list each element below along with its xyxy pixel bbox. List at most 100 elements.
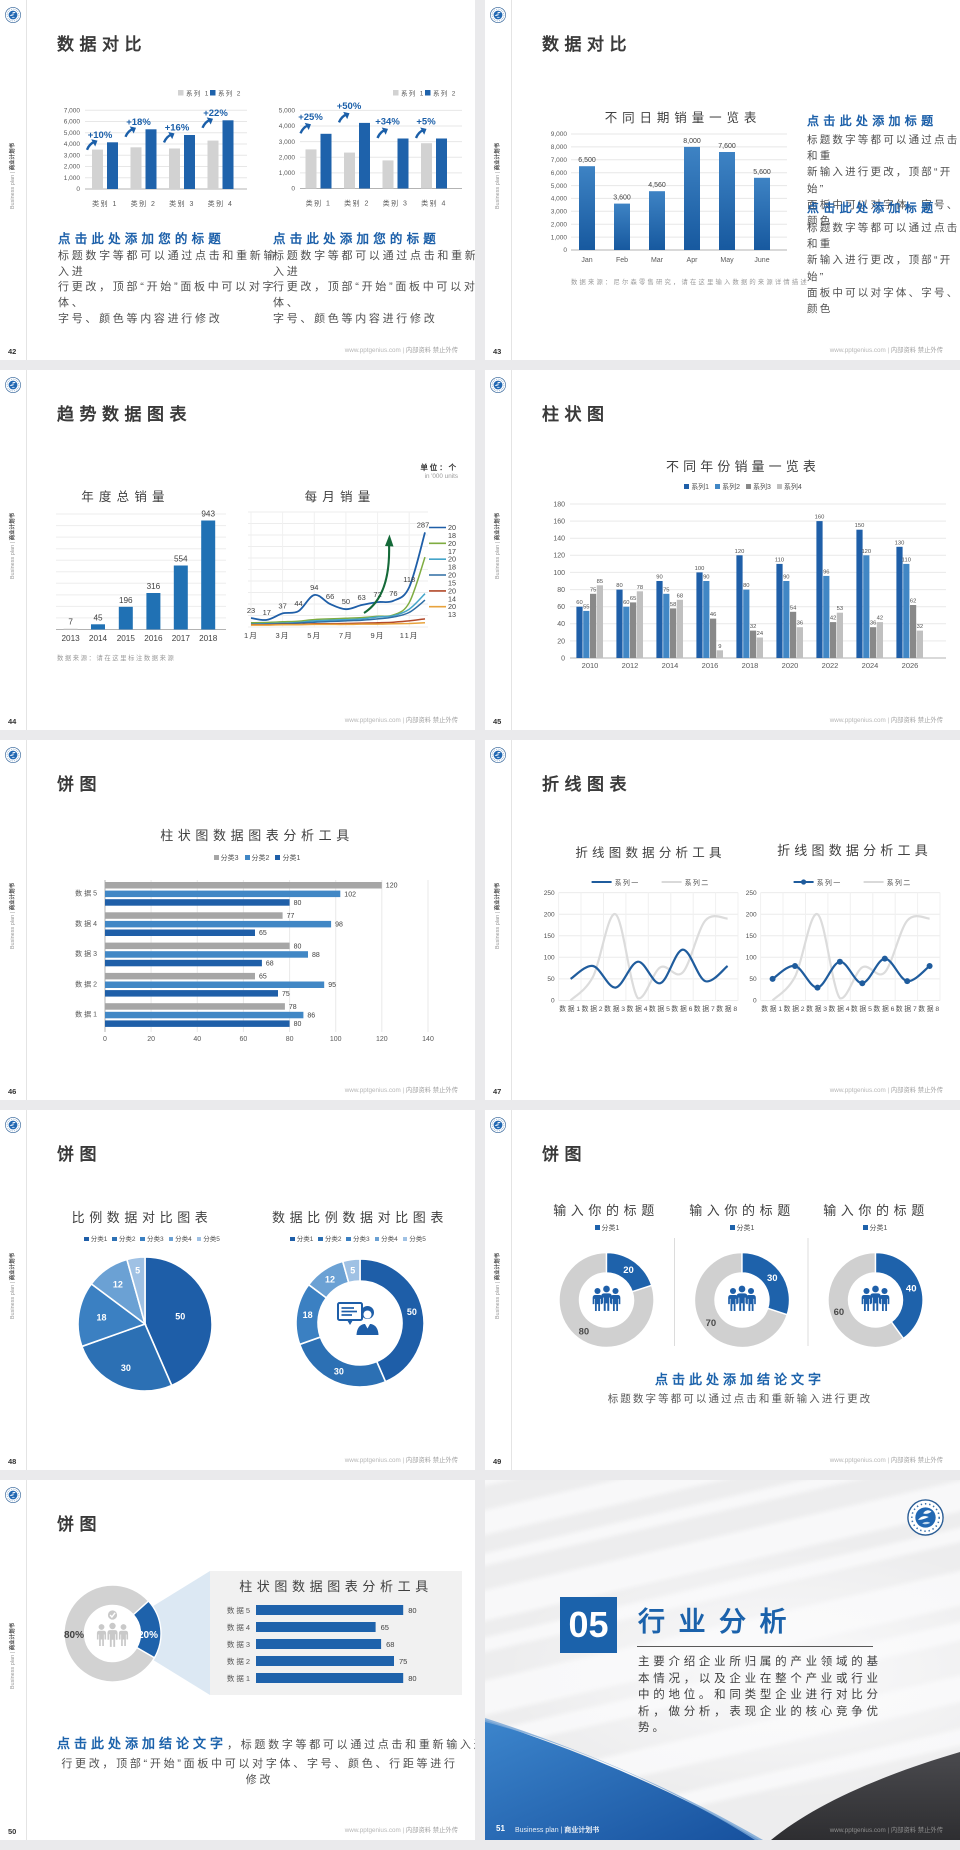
svg-text:40: 40 bbox=[193, 1036, 201, 1043]
svg-text:60: 60 bbox=[834, 1307, 845, 1318]
svg-text:数据5: 数据5 bbox=[227, 1605, 252, 1615]
svg-text:2014: 2014 bbox=[89, 634, 108, 643]
svg-text:200: 200 bbox=[746, 911, 757, 918]
svg-text:3,000: 3,000 bbox=[64, 152, 81, 159]
svg-text:110: 110 bbox=[775, 557, 784, 563]
svg-text:80: 80 bbox=[294, 900, 302, 907]
svg-text:65: 65 bbox=[381, 1623, 389, 1632]
svg-text:30: 30 bbox=[334, 1367, 344, 1377]
svg-text:72: 72 bbox=[373, 590, 381, 599]
svg-text:100: 100 bbox=[553, 570, 565, 577]
svg-text:80: 80 bbox=[294, 943, 302, 950]
svg-text:77: 77 bbox=[287, 913, 295, 920]
svg-text:3月: 3月 bbox=[276, 631, 290, 640]
svg-text:类别 4: 类别 4 bbox=[421, 199, 447, 208]
svg-text:30: 30 bbox=[121, 1363, 131, 1373]
svg-text:2015: 2015 bbox=[117, 634, 136, 643]
svg-text:数据8: 数据8 bbox=[918, 1004, 941, 1013]
svg-text:2018: 2018 bbox=[199, 634, 218, 643]
svg-text:数据1: 数据1 bbox=[227, 1673, 252, 1683]
svg-text:120: 120 bbox=[861, 549, 871, 555]
svg-text:95: 95 bbox=[328, 982, 336, 989]
svg-text:554: 554 bbox=[174, 555, 188, 564]
svg-text:76: 76 bbox=[389, 589, 397, 598]
svg-text:62: 62 bbox=[910, 599, 916, 605]
svg-text:数据8: 数据8 bbox=[716, 1004, 739, 1013]
svg-text:9,000: 9,000 bbox=[551, 131, 568, 138]
svg-text:0: 0 bbox=[753, 998, 757, 1005]
svg-text:7,600: 7,600 bbox=[718, 143, 736, 150]
svg-text:+50%: +50% bbox=[337, 101, 362, 112]
svg-text:78: 78 bbox=[637, 585, 643, 591]
svg-text:196: 196 bbox=[119, 596, 133, 605]
svg-text:数据1: 数据1 bbox=[75, 1010, 99, 1019]
svg-text:68: 68 bbox=[677, 593, 683, 599]
svg-text:20: 20 bbox=[557, 638, 565, 645]
svg-text:130: 130 bbox=[895, 540, 905, 546]
svg-text:102: 102 bbox=[344, 891, 356, 898]
svg-text:12: 12 bbox=[325, 1274, 335, 1284]
svg-text:140: 140 bbox=[422, 1036, 434, 1043]
svg-text:4,000: 4,000 bbox=[551, 196, 568, 203]
svg-text:1,000: 1,000 bbox=[279, 170, 296, 177]
svg-text:2024: 2024 bbox=[862, 661, 879, 670]
svg-text:20: 20 bbox=[448, 602, 456, 611]
svg-text:2020: 2020 bbox=[782, 661, 799, 670]
svg-text:0: 0 bbox=[561, 655, 565, 662]
svg-text:系列二: 系列二 bbox=[685, 878, 710, 887]
svg-text:2018: 2018 bbox=[742, 661, 759, 670]
svg-text:数据3: 数据3 bbox=[75, 949, 99, 958]
svg-text:2,000: 2,000 bbox=[279, 155, 296, 162]
svg-text:+5%: +5% bbox=[416, 117, 436, 128]
svg-text:数据2: 数据2 bbox=[784, 1004, 807, 1013]
svg-text:60: 60 bbox=[623, 600, 629, 606]
svg-text:2022: 2022 bbox=[822, 661, 839, 670]
svg-text:数据2: 数据2 bbox=[75, 979, 99, 988]
svg-text:数据4: 数据4 bbox=[829, 1004, 852, 1013]
svg-text:150: 150 bbox=[855, 523, 865, 529]
svg-text:7,000: 7,000 bbox=[551, 157, 568, 164]
svg-text:287: 287 bbox=[417, 520, 430, 529]
svg-text:65: 65 bbox=[259, 974, 267, 981]
svg-text:系列一: 系列一 bbox=[615, 878, 640, 887]
svg-text:80: 80 bbox=[294, 1021, 302, 1028]
svg-text:40: 40 bbox=[557, 621, 565, 628]
svg-text:98: 98 bbox=[335, 922, 343, 929]
svg-text:50: 50 bbox=[407, 1307, 417, 1317]
svg-text:2012: 2012 bbox=[622, 661, 639, 670]
svg-text:42: 42 bbox=[830, 616, 836, 622]
svg-text:系列 2: 系列 2 bbox=[218, 89, 242, 98]
svg-text:45: 45 bbox=[93, 613, 103, 622]
svg-text:9月: 9月 bbox=[371, 631, 385, 640]
svg-text:85: 85 bbox=[597, 579, 603, 585]
svg-text:110: 110 bbox=[902, 557, 911, 563]
svg-text:46: 46 bbox=[710, 612, 716, 618]
svg-text:1月: 1月 bbox=[244, 631, 258, 640]
svg-text:7: 7 bbox=[68, 618, 73, 627]
svg-text:类别 2: 类别 2 bbox=[344, 199, 370, 208]
svg-text:3,000: 3,000 bbox=[551, 209, 568, 216]
svg-text:140: 140 bbox=[553, 536, 565, 543]
svg-text:70: 70 bbox=[706, 1318, 717, 1329]
svg-text:86: 86 bbox=[307, 1013, 315, 1020]
svg-text:40: 40 bbox=[906, 1284, 917, 1295]
svg-text:Jan: Jan bbox=[581, 257, 592, 264]
svg-text:数据5: 数据5 bbox=[75, 889, 99, 898]
svg-text:系列一: 系列一 bbox=[817, 878, 842, 887]
svg-text:68: 68 bbox=[386, 1640, 394, 1649]
svg-text:160: 160 bbox=[815, 515, 825, 521]
svg-text:23: 23 bbox=[247, 606, 255, 615]
svg-text:数据2: 数据2 bbox=[227, 1656, 252, 1666]
svg-text:250: 250 bbox=[544, 890, 555, 897]
svg-text:11月: 11月 bbox=[400, 631, 419, 640]
svg-text:44: 44 bbox=[294, 599, 302, 608]
svg-text:5: 5 bbox=[135, 1266, 140, 1276]
svg-text:0: 0 bbox=[563, 247, 567, 254]
svg-text:150: 150 bbox=[544, 933, 555, 940]
svg-text:30: 30 bbox=[767, 1273, 778, 1284]
svg-text:180: 180 bbox=[553, 501, 565, 508]
svg-text:2010: 2010 bbox=[582, 661, 599, 670]
svg-text:75: 75 bbox=[282, 991, 290, 998]
svg-text:17: 17 bbox=[448, 547, 456, 556]
svg-text:+10%: +10% bbox=[88, 130, 113, 141]
